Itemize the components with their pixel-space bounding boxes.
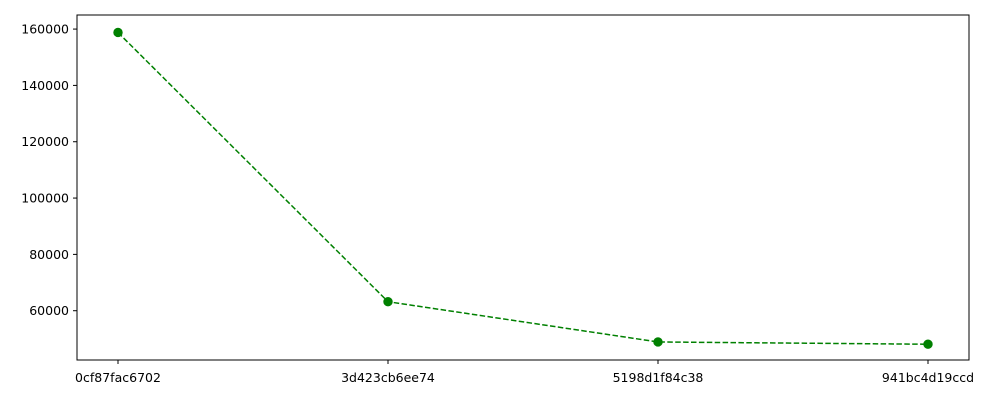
axes-frame	[76, 14, 970, 361]
y-tick-label: 100000	[21, 191, 69, 206]
data-point	[383, 297, 393, 307]
y-tick-label: 80000	[29, 247, 69, 262]
series-line	[117, 31, 929, 345]
data-point	[923, 339, 933, 349]
y-tick-label: 160000	[21, 22, 69, 37]
data-point	[113, 27, 123, 38]
data-point	[653, 337, 663, 347]
y-tick-label: 140000	[21, 78, 69, 93]
x-tick-label: 3d423cb6ee74	[341, 370, 435, 385]
x-tick-label: 0cf87fac6702	[75, 370, 161, 385]
plot-area: 60000 80000 100000 120000 140000 160000 0cf87f…	[21, 14, 974, 385]
x-tick-label: 5198d1f84c38	[613, 370, 704, 385]
y-tick-label: 60000	[29, 303, 69, 318]
x-tick-label: 941bc4d19ccd	[882, 370, 974, 385]
y-tick-label: 120000	[21, 134, 69, 149]
